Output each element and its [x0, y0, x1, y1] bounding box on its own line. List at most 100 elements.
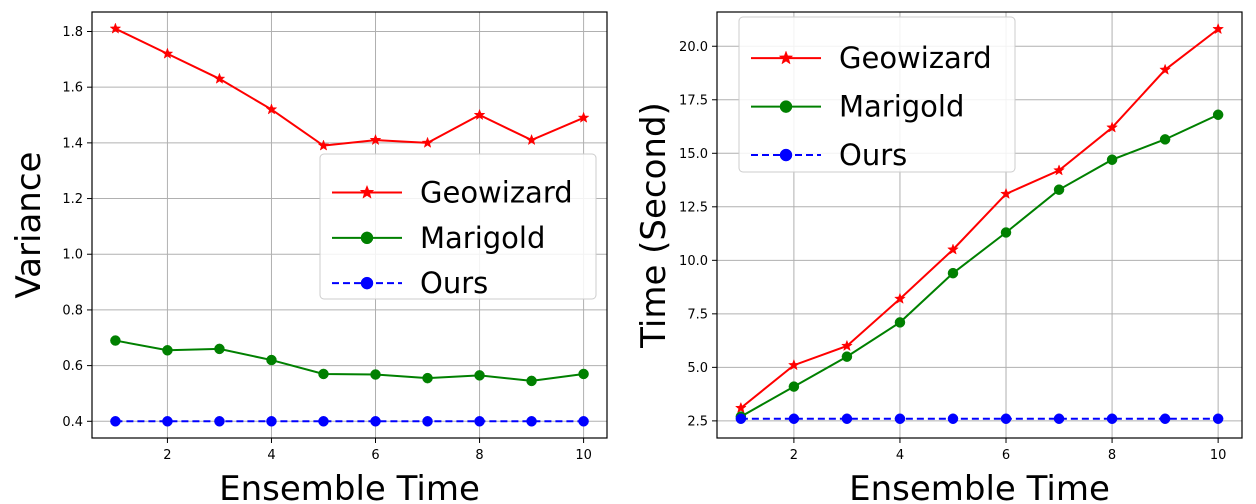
legend-box: [319, 153, 597, 300]
data-point-geowizard: [421, 136, 434, 148]
y-tick-label: 1.2: [62, 192, 83, 207]
data-point-marigold: [947, 267, 959, 279]
data-point-marigold: [1053, 184, 1065, 195]
chart-panel-2: 2 4 6 8 10 2.5 5.0 7.5 10.0 12.5 15.0 17.5 20.0 Ensem…: [634, 11, 1243, 504]
y-tick-label: 1.0: [62, 248, 83, 263]
y-tick-label: 2.5: [687, 414, 708, 429]
data-point-marigold: [1000, 227, 1012, 238]
data-point-marigold: [214, 343, 225, 355]
y-tick-label: 17.5: [679, 93, 708, 108]
x-axis-title: Ensemble Time: [219, 469, 480, 504]
chart-panel-1: 2 4 6 8 10 0.4 0.6 0.8 1.0 1.2 1.4 1.6 1.8 Ensemble T…: [9, 11, 608, 504]
y-axis-title: Variance: [9, 152, 49, 299]
data-point-marigold: [1159, 134, 1171, 145]
data-point-ours: [318, 416, 329, 427]
data-point-geowizard: [577, 111, 590, 123]
legend: Geowizard Marigold Ours: [738, 16, 1016, 173]
x-tick-label: 8: [475, 448, 483, 463]
data-point-ours: [894, 413, 906, 424]
data-point-geowizard: [1159, 63, 1172, 75]
legend-marker-geowizard: [778, 50, 794, 65]
series-line-geowizard: [740, 28, 1219, 409]
data-point-ours: [526, 416, 537, 427]
data-point-geowizard: [265, 103, 278, 115]
x-tick-label: 6: [371, 448, 379, 463]
y-tick-label: 5.0: [687, 361, 708, 376]
legend-label-marigold: Marigold: [420, 221, 545, 255]
data-point-ours: [370, 416, 381, 427]
data-point-geowizard: [1000, 187, 1012, 199]
data-point-marigold: [318, 368, 329, 380]
data-point-ours: [110, 416, 121, 427]
x-tick-label: 10: [575, 448, 592, 463]
y-tick-label: 0.8: [62, 303, 83, 318]
data-point-ours: [947, 413, 959, 424]
data-point-geowizard: [734, 401, 747, 414]
x-tick-label: 8: [1108, 448, 1116, 463]
y-tick-label: 1.8: [62, 25, 83, 40]
data-point-ours: [1000, 413, 1012, 424]
data-point-geowizard: [1106, 121, 1118, 133]
data-point-geowizard: [894, 292, 906, 304]
y-tick-label: 20.0: [679, 40, 708, 55]
data-point-geowizard: [213, 72, 226, 84]
data-point-marigold: [578, 368, 589, 380]
legend-marker-marigold: [779, 100, 793, 113]
y-axis-title: Time (Second): [634, 102, 674, 349]
x-tick-label: 4: [267, 448, 275, 463]
data-point-marigold: [266, 354, 277, 366]
data-point-marigold: [788, 381, 800, 392]
data-point-geowizard: [787, 359, 800, 371]
x-axis-title: Ensemble Time: [849, 469, 1110, 504]
legend-label-geowizard: Geowizard: [420, 176, 573, 210]
legend-marker-marigold: [360, 231, 374, 245]
legend-label-ours: Ours: [839, 138, 907, 172]
data-point-geowizard: [947, 243, 959, 255]
legend-label-marigold: Marigold: [839, 90, 964, 124]
data-point-marigold: [474, 370, 485, 381]
x-tick-label: 6: [1002, 448, 1010, 463]
data-point-ours: [1106, 413, 1118, 424]
data-point-geowizard: [841, 339, 853, 351]
data-point-ours: [735, 413, 747, 424]
x-tick-label: 2: [790, 448, 798, 463]
y-tick-label: 15.0: [679, 147, 708, 162]
data-point-geowizard: [109, 22, 122, 34]
data-point-ours: [266, 416, 277, 427]
y-tick-label: 0.4: [62, 415, 83, 430]
y-tick-label: 0.6: [62, 359, 83, 374]
data-point-geowizard: [369, 133, 382, 146]
data-point-ours: [214, 416, 225, 427]
data-point-ours: [1212, 413, 1224, 424]
data-point-geowizard: [317, 139, 330, 151]
data-point-geowizard: [473, 108, 486, 121]
legend-box: [738, 16, 1016, 173]
legend-marker-ours: [779, 148, 793, 162]
data-point-marigold: [370, 369, 381, 380]
legend-marker-ours: [360, 276, 374, 290]
data-point-marigold: [1212, 109, 1224, 121]
x-tick-label: 2: [163, 448, 171, 463]
y-tick-label: 1.6: [62, 81, 83, 96]
y-tick-label: 10.0: [679, 254, 708, 269]
data-point-geowizard: [161, 47, 174, 59]
data-point-ours: [578, 416, 589, 427]
data-point-ours: [162, 416, 173, 427]
data-point-ours: [841, 413, 853, 424]
data-point-marigold: [841, 351, 853, 362]
data-point-geowizard: [525, 133, 538, 146]
data-point-ours: [788, 413, 800, 424]
data-point-geowizard: [1212, 22, 1225, 35]
legend-label-ours: Ours: [420, 266, 488, 300]
data-point-marigold: [894, 317, 906, 328]
data-point-marigold: [526, 375, 537, 387]
data-point-ours: [1053, 413, 1065, 424]
series-line-geowizard: [114, 27, 584, 147]
data-point-ours: [422, 416, 433, 427]
data-point-marigold: [422, 372, 433, 384]
plot-frame: [91, 11, 608, 439]
legend: Geowizard Marigold Ours: [319, 153, 597, 300]
data-point-ours: [474, 416, 485, 427]
series-line-marigold: [115, 339, 584, 382]
